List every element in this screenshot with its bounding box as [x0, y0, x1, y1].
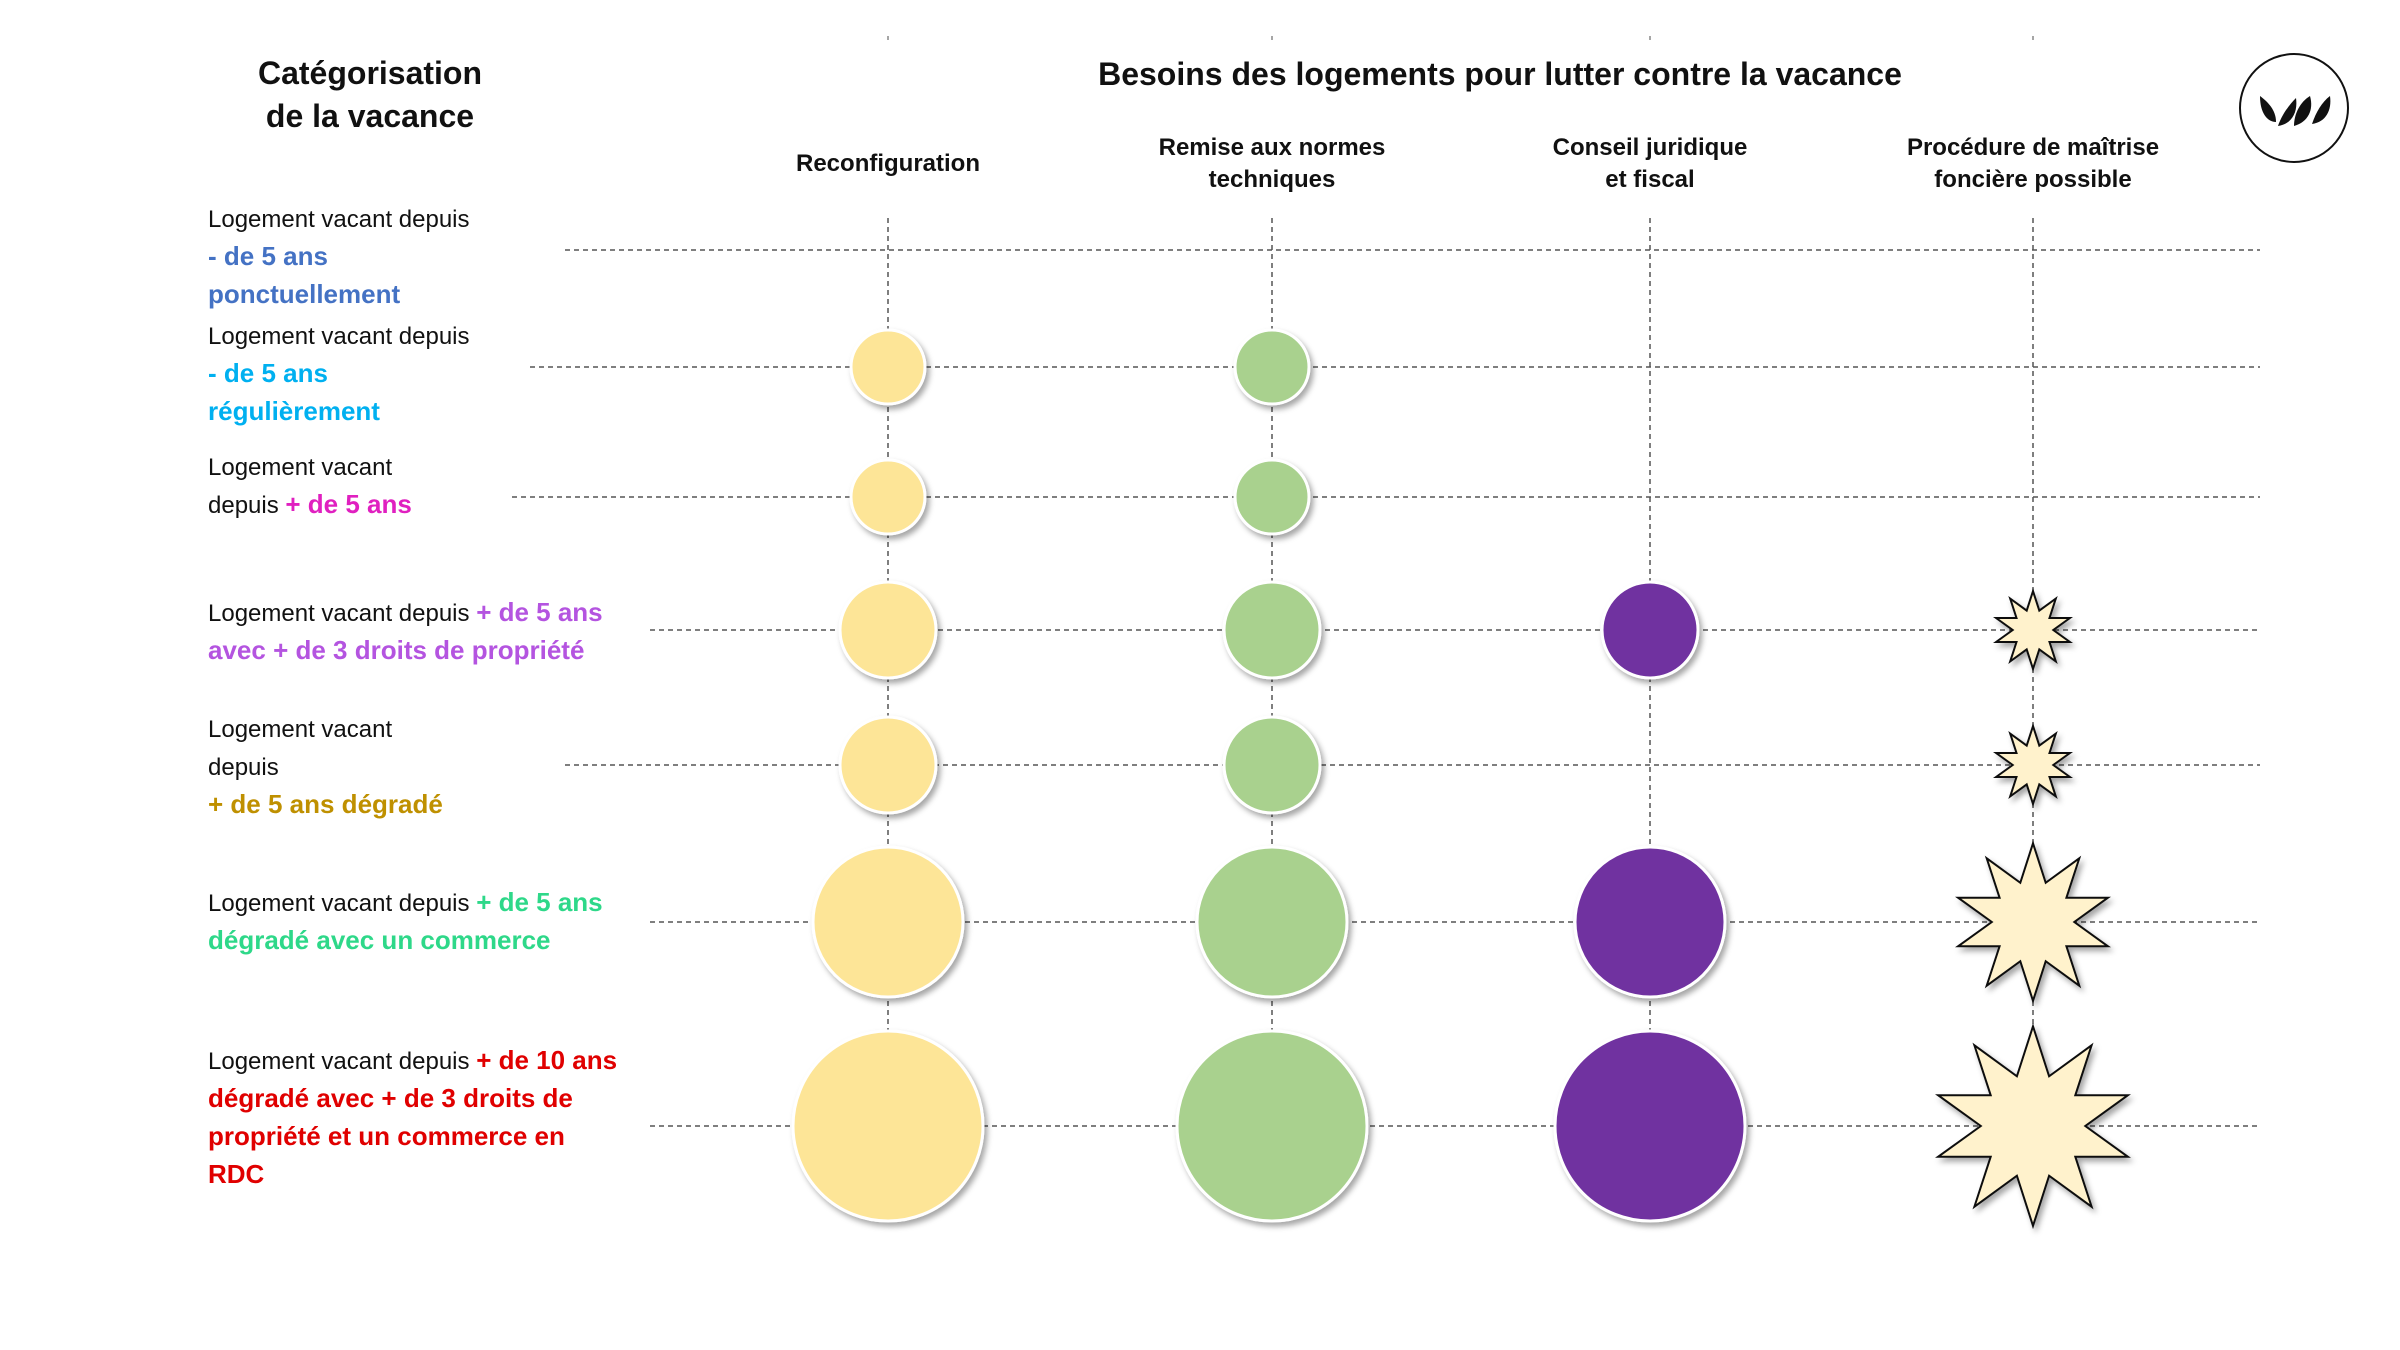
- star-burst-icon: [1934, 1023, 2131, 1230]
- row-label-line: Logement vacant depuis + de 5 ans: [208, 884, 648, 922]
- need-circle: [1175, 1029, 1369, 1223]
- need-circle: [1600, 580, 1700, 680]
- column-header-line: techniques: [1208, 166, 1336, 193]
- row-label-line: propriété et un commerce en: [208, 1118, 648, 1156]
- column-header-line: Procédure de maîtrise: [1906, 134, 2160, 161]
- row-label-line: Logement vacant: [208, 710, 648, 748]
- row-label-highlight: dégradé avec un commerce: [208, 925, 551, 955]
- row-label-line: Logement vacant: [208, 448, 648, 486]
- row-label-highlight: propriété et un commerce en: [208, 1121, 565, 1151]
- need-circle: [1233, 458, 1311, 536]
- category-title-line-2: de la vacance: [265, 98, 475, 134]
- row-label-line: - de 5 ans: [208, 238, 648, 276]
- row-label-highlight: avec + de 3 droits de propriété: [208, 635, 585, 665]
- row-label-text: Logement vacant depuis: [208, 1048, 477, 1075]
- need-circle: [849, 458, 927, 536]
- row-label-line: Logement vacant depuis + de 10 ans: [208, 1042, 648, 1080]
- row-label-text: Logement vacant: [208, 716, 393, 743]
- row-label-highlight: + de 5 ans dégradé: [208, 789, 443, 819]
- need-circle: [838, 715, 938, 815]
- row-label-highlight: dégradé avec + de 3 droits de: [208, 1083, 573, 1113]
- row-label-line: Logement vacant depuis: [208, 317, 648, 355]
- row-label: Logement vacant depuis + de 5 ans avec + …: [208, 594, 648, 670]
- star-burst-icon: [1993, 722, 2073, 808]
- row-label: Logement vacant depuis + de 10 ans dégrad…: [208, 1042, 648, 1194]
- row-label: Logement vacant depuis + de 5 ans: [208, 448, 648, 524]
- row-label-line: régulièrement: [208, 393, 648, 431]
- column-header-line: foncière possible: [1934, 166, 2132, 193]
- row-label-highlight: + de 5 ans: [476, 887, 603, 917]
- need-circle: [1222, 580, 1322, 680]
- row-label: Logement vacant depuis - de 5 ans régulièr…: [208, 317, 648, 431]
- row-label-text: depuis: [208, 754, 279, 781]
- row-label-line: avec + de 3 droits de propriété: [208, 632, 648, 670]
- row-label-line: depuis + de 5 ans: [208, 486, 648, 524]
- category-title-line-1: Catégorisation: [257, 55, 483, 91]
- row-label-line: RDC: [208, 1156, 648, 1194]
- row-label: Logement vacant depuis + de 5 ans dégradé…: [208, 884, 648, 960]
- column-header-line: Reconfiguration: [796, 150, 980, 177]
- star-burst-icon: [1993, 587, 2073, 673]
- row-label-line: Logement vacant depuis + de 5 ans: [208, 594, 648, 632]
- row-label-highlight: ponctuellement: [208, 279, 401, 309]
- row-label-line: - de 5 ans: [208, 355, 648, 393]
- row-label-line: dégradé avec un commerce: [208, 922, 648, 960]
- row-label-text: depuis: [208, 492, 286, 519]
- column-header-line: Conseil juridique: [1552, 134, 1748, 161]
- need-circle: [849, 328, 927, 406]
- column-header: Remise aux normes techniques: [1092, 132, 1452, 196]
- row-label-line: ponctuellement: [208, 276, 648, 314]
- row-label-text: Logement vacant: [208, 454, 393, 481]
- row-label-text: Logement vacant depuis: [208, 890, 477, 917]
- row-label-highlight: RDC: [208, 1159, 265, 1189]
- need-circle: [1573, 845, 1727, 999]
- need-circle: [838, 580, 938, 680]
- row-label-highlight: + de 5 ans: [476, 597, 603, 627]
- row-label-highlight: - de 5 ans: [208, 241, 328, 271]
- row-label-highlight: - de 5 ans: [208, 358, 328, 388]
- need-circle: [811, 845, 965, 999]
- row-label-line: Logement vacant depuis: [208, 200, 648, 238]
- need-circle: [791, 1029, 985, 1223]
- leaves-logo-icon: [2239, 53, 2349, 163]
- column-header-line: Remise aux normes: [1158, 134, 1386, 161]
- need-circle: [1222, 715, 1322, 815]
- category-title: Catégorisation de la vacance: [190, 52, 550, 138]
- row-label: Logement vacant depuis - de 5 ans ponctuel…: [208, 200, 648, 314]
- needs-title: Besoins des logements pour lutter contre…: [1098, 56, 1902, 92]
- star-burst-icon: [1954, 840, 2111, 1005]
- row-label-text: Logement vacant depuis: [208, 323, 470, 350]
- need-circle: [1195, 845, 1349, 999]
- need-circle: [1233, 328, 1311, 406]
- row-label-line: dégradé avec + de 3 droits de: [208, 1080, 648, 1118]
- row-label: Logement vacant depuis + de 5 ans dégradé: [208, 710, 648, 824]
- column-header: Procédure de maîtrise foncière possible: [1853, 132, 2213, 196]
- column-header-line: et fiscal: [1605, 166, 1695, 193]
- column-header: Conseil juridique et fiscal: [1470, 132, 1830, 196]
- row-label-text: Logement vacant depuis: [208, 600, 477, 627]
- row-label-highlight: + de 5 ans: [285, 489, 412, 519]
- column-header: Reconfiguration: [708, 148, 1068, 180]
- row-label-highlight: régulièrement: [208, 396, 380, 426]
- need-circle: [1553, 1029, 1747, 1223]
- row-label-line: depuis: [208, 748, 648, 786]
- row-label-line: + de 5 ans dégradé: [208, 786, 648, 824]
- row-label-highlight: + de 10 ans: [476, 1045, 618, 1075]
- row-label-text: Logement vacant depuis: [208, 206, 470, 233]
